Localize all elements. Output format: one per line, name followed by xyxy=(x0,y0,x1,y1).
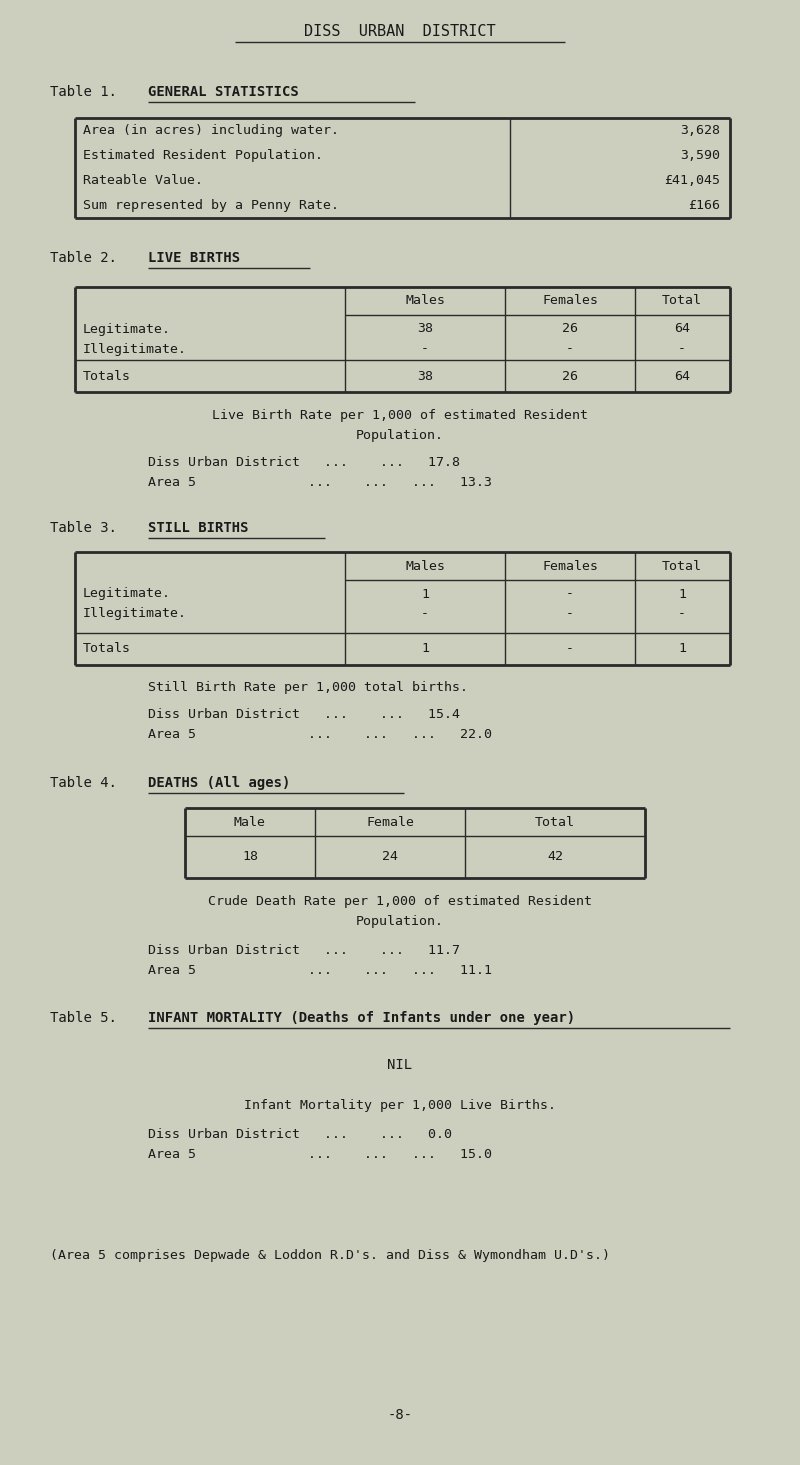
Text: 3,628: 3,628 xyxy=(680,125,720,138)
Text: Females: Females xyxy=(542,560,598,573)
Text: -8-: -8- xyxy=(387,1408,413,1423)
Text: Table 1.: Table 1. xyxy=(50,85,117,100)
Text: Female: Female xyxy=(366,816,414,829)
Text: 1: 1 xyxy=(421,587,429,601)
Text: -: - xyxy=(421,608,429,621)
Text: Table 5.: Table 5. xyxy=(50,1011,117,1026)
Text: -: - xyxy=(566,643,574,655)
Text: Illegitimate.: Illegitimate. xyxy=(83,608,187,621)
Text: Area (in acres) including water.: Area (in acres) including water. xyxy=(83,125,339,138)
Text: -: - xyxy=(566,608,574,621)
Text: DEATHS (All ages): DEATHS (All ages) xyxy=(148,776,290,790)
Text: £41,045: £41,045 xyxy=(664,174,720,188)
Text: Diss Urban District   ...    ...   11.7: Diss Urban District ... ... 11.7 xyxy=(148,943,460,957)
Text: Totals: Totals xyxy=(83,369,131,382)
Text: 1: 1 xyxy=(678,587,686,601)
Text: 3,590: 3,590 xyxy=(680,149,720,163)
Text: Females: Females xyxy=(542,294,598,308)
Text: Total: Total xyxy=(535,816,575,829)
Text: GENERAL STATISTICS: GENERAL STATISTICS xyxy=(148,85,298,100)
Text: 38: 38 xyxy=(417,322,433,335)
Text: DISS  URBAN  DISTRICT: DISS URBAN DISTRICT xyxy=(304,25,496,40)
Text: Diss Urban District   ...    ...   15.4: Diss Urban District ... ... 15.4 xyxy=(148,709,460,721)
Text: Rateable Value.: Rateable Value. xyxy=(83,174,203,188)
Text: Total: Total xyxy=(662,294,702,308)
Text: Table 4.: Table 4. xyxy=(50,776,117,790)
Text: Legitimate.: Legitimate. xyxy=(83,587,171,601)
Text: 18: 18 xyxy=(242,851,258,863)
Text: Male: Male xyxy=(234,816,266,829)
Text: 1: 1 xyxy=(678,643,686,655)
Text: -: - xyxy=(566,343,574,356)
Text: Infant Mortality per 1,000 Live Births.: Infant Mortality per 1,000 Live Births. xyxy=(244,1099,556,1112)
Text: Legitimate.: Legitimate. xyxy=(83,322,171,335)
Text: -: - xyxy=(421,343,429,356)
Text: Total: Total xyxy=(662,560,702,573)
Text: 26: 26 xyxy=(562,322,578,335)
Text: Estimated Resident Population.: Estimated Resident Population. xyxy=(83,149,323,163)
Text: Table 3.: Table 3. xyxy=(50,522,117,535)
Text: Area 5              ...    ...   ...   13.3: Area 5 ... ... ... 13.3 xyxy=(148,476,492,488)
Text: Area 5              ...    ...   ...   22.0: Area 5 ... ... ... 22.0 xyxy=(148,728,492,741)
Text: Population.: Population. xyxy=(356,916,444,929)
Text: 26: 26 xyxy=(562,369,578,382)
Text: Totals: Totals xyxy=(83,643,131,655)
Text: Still Birth Rate per 1,000 total births.: Still Birth Rate per 1,000 total births. xyxy=(148,681,468,694)
Text: Sum represented by a Penny Rate.: Sum represented by a Penny Rate. xyxy=(83,199,339,212)
Text: (Area 5 comprises Depwade & Loddon R.D's. and Diss & Wymondham U.D's.): (Area 5 comprises Depwade & Loddon R.D's… xyxy=(50,1248,610,1261)
Text: Males: Males xyxy=(405,560,445,573)
Text: 38: 38 xyxy=(417,369,433,382)
Text: 24: 24 xyxy=(382,851,398,863)
Text: Area 5              ...    ...   ...   15.0: Area 5 ... ... ... 15.0 xyxy=(148,1149,492,1162)
Text: NIL: NIL xyxy=(387,1058,413,1072)
Text: 1: 1 xyxy=(421,643,429,655)
Text: Diss Urban District   ...    ...   17.8: Diss Urban District ... ... 17.8 xyxy=(148,456,460,469)
Text: 64: 64 xyxy=(674,322,690,335)
Text: Illegitimate.: Illegitimate. xyxy=(83,343,187,356)
Text: Males: Males xyxy=(405,294,445,308)
Text: £166: £166 xyxy=(688,199,720,212)
Text: -: - xyxy=(678,608,686,621)
Text: STILL BIRTHS: STILL BIRTHS xyxy=(148,522,249,535)
Text: INFANT MORTALITY (Deaths of Infants under one year): INFANT MORTALITY (Deaths of Infants unde… xyxy=(148,1011,575,1026)
Text: Table 2.: Table 2. xyxy=(50,251,117,265)
Text: -: - xyxy=(566,587,574,601)
Text: 64: 64 xyxy=(674,369,690,382)
Text: Area 5              ...    ...   ...   11.1: Area 5 ... ... ... 11.1 xyxy=(148,964,492,977)
Text: -: - xyxy=(678,343,686,356)
Text: Live Birth Rate per 1,000 of estimated Resident: Live Birth Rate per 1,000 of estimated R… xyxy=(212,409,588,422)
Text: LIVE BIRTHS: LIVE BIRTHS xyxy=(148,251,240,265)
Text: Population.: Population. xyxy=(356,428,444,441)
Text: 42: 42 xyxy=(547,851,563,863)
Text: Crude Death Rate per 1,000 of estimated Resident: Crude Death Rate per 1,000 of estimated … xyxy=(208,895,592,908)
Text: Diss Urban District   ...    ...   0.0: Diss Urban District ... ... 0.0 xyxy=(148,1128,452,1141)
